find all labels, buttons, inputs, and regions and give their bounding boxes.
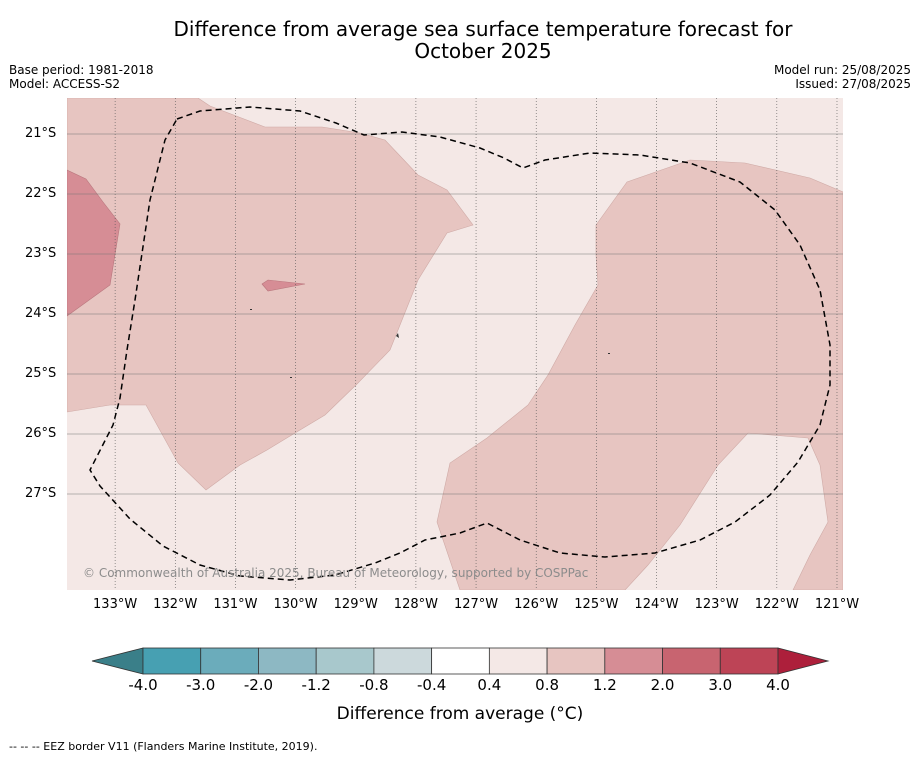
longitude-label: 126°W (514, 597, 559, 612)
issued-text: Issued: 27/08/2025 (795, 77, 911, 91)
latitude-label: 24°S (25, 306, 57, 321)
metadata-right: Model run: 25/08/2025 Issued: 27/08/2025 (774, 63, 911, 91)
eez-source-note: -- -- -- EEZ border V11 (Flanders Marine… (9, 740, 318, 753)
longitude-label: 130°W (273, 597, 318, 612)
colorbar-segment (546, 647, 606, 675)
anomaly-region-west-1-2-to-2-0 (67, 169, 121, 317)
colorbar-segment (142, 647, 202, 675)
model-run-text: Model run: 25/08/2025 (773, 63, 911, 77)
copyright-text: © Commonwealth of Australia 2025, Bureau… (83, 566, 589, 580)
anomaly-region-east-0-8-to-1-2 (436, 159, 843, 590)
colorbar-tick-label: 0.8 (535, 676, 560, 694)
page-title: Difference from average sea surface temp… (173, 17, 793, 63)
longitude-label: 124°W (634, 597, 679, 612)
longitude-label: 128°W (393, 597, 438, 612)
colorbar-extend-high (777, 647, 830, 675)
colorbar-tick-label: -4.0 (128, 676, 158, 694)
longitude-label: 129°W (333, 597, 378, 612)
island-marker (608, 353, 610, 354)
longitude-label: 123°W (694, 597, 739, 612)
latitude-label: 22°S (25, 186, 57, 201)
colorbar-tick-label: 0.4 (477, 676, 502, 694)
anomaly-sliver-1-2-to-2-0 (261, 279, 306, 292)
island-marker (396, 333, 399, 338)
colorbar-tick-label: 1.2 (592, 676, 617, 694)
colorbar-segment (662, 647, 721, 675)
longitude-label: 132°W (153, 597, 198, 612)
latitude-label: 27°S (25, 486, 57, 501)
colorbar-segment (315, 647, 375, 675)
map-gridlines (67, 98, 843, 590)
colorbar-tick-label: -2.0 (243, 676, 274, 694)
latitude-label: 23°S (25, 246, 57, 261)
colorbar (91, 647, 830, 675)
metadata-left: Base period: 1981-2018 Model: ACCESS-S2 (9, 63, 154, 91)
map-plot-area (67, 98, 843, 590)
latitude-label: 26°S (25, 426, 57, 441)
colorbar-segment (488, 647, 548, 675)
colorbar-tick-label: 4.0 (766, 676, 790, 694)
colorbar-segment (719, 647, 779, 675)
island-marker (290, 377, 292, 378)
base-period-text: Base period: 1981-2018 (9, 63, 154, 77)
eez-border (89, 106, 831, 581)
colorbar-tick-label: -1.2 (301, 676, 331, 694)
colorbar-segment (200, 647, 259, 675)
longitude-label: 122°W (754, 597, 799, 612)
longitude-label: 125°W (574, 597, 619, 612)
longitude-label: 133°W (93, 597, 138, 612)
anomaly-region-west-0-8-to-1-2 (67, 98, 474, 491)
longitude-label: 131°W (213, 597, 258, 612)
longitude-label: 127°W (453, 597, 499, 612)
colorbar-extend-low (91, 647, 144, 675)
latitude-label: 25°S (25, 366, 57, 381)
colorbar-tick-label: -0.4 (416, 676, 447, 694)
colorbar-tick-label: -0.8 (359, 676, 389, 694)
colorbar-tick-label: 3.0 (708, 676, 733, 694)
colorbar-segment (373, 647, 433, 675)
colorbar-tick-label: 2.0 (650, 676, 675, 694)
colorbar-segment (604, 647, 663, 675)
model-text: Model: ACCESS-S2 (9, 77, 121, 91)
colorbar-tick-label: -3.0 (186, 676, 216, 694)
colorbar-segment (431, 647, 490, 675)
latitude-label: 21°S (25, 126, 57, 141)
island-marker (250, 309, 252, 310)
colorbar-label: Difference from average (°C) (336, 704, 584, 724)
longitude-label: 121°W (814, 597, 860, 612)
colorbar-segment (258, 647, 317, 675)
